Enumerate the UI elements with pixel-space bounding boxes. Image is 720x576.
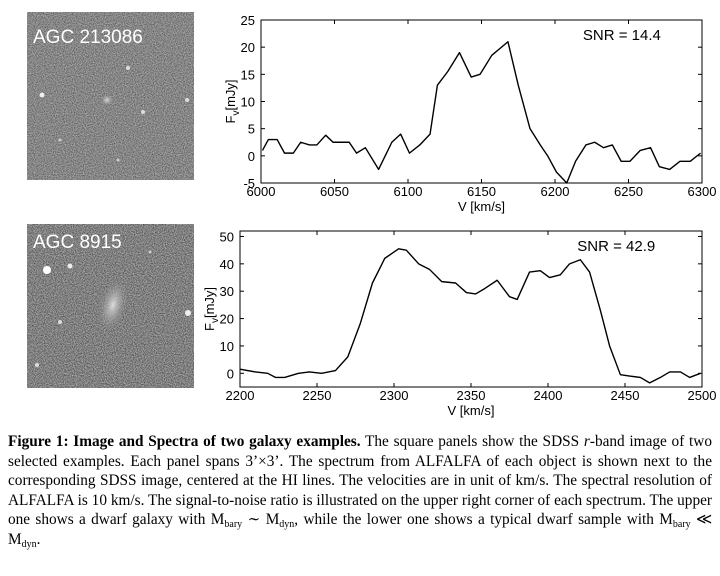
caption-title: Figure 1: Image and Spectra of two galax…	[8, 433, 361, 450]
x-tick-label: 2300	[380, 388, 409, 403]
x-axis-label: V [km/s]	[448, 403, 495, 418]
y-axis-label-part: v	[210, 318, 221, 323]
x-tick-label: 2350	[457, 388, 486, 403]
x-tick-label: 6200	[541, 184, 570, 199]
caption-text: r	[583, 433, 590, 450]
x-tick-label: 2250	[303, 388, 332, 403]
y-tick-label: 5	[248, 122, 255, 137]
x-tick-label: 2450	[611, 388, 640, 403]
caption-text: , while the lower one shows a typical dw…	[294, 511, 660, 528]
y-tick-label: -5	[243, 176, 255, 191]
y-axis-label-part: [mJy]	[223, 79, 238, 110]
x-tick-label: 6150	[467, 184, 496, 199]
spectrum-line	[239, 248, 701, 384]
caption-text: ∼	[242, 511, 266, 528]
y-axis-label-part: F	[223, 116, 238, 124]
figure: AGC 213086 AGC 8915 6000 6050 6100 6150 6200…	[27, 12, 717, 418]
y-tick-label: 10	[220, 339, 234, 354]
y-tick-label: 15	[241, 67, 255, 82]
x-tick-label: 6050	[320, 184, 349, 199]
galaxy-image: AGC 8915	[27, 224, 194, 388]
y-axis-label-part: [mJy]	[202, 287, 217, 318]
image-label: AGC 213086	[33, 27, 143, 48]
spectrum-line	[261, 41, 701, 184]
caption-text: The square panels show the SDSS	[360, 433, 584, 450]
caption-text: M	[8, 530, 22, 548]
y-tick-label: 20	[220, 312, 234, 327]
x-tick-label: 6300	[688, 184, 717, 199]
y-tick-label: 10	[241, 95, 255, 110]
caption-text: M	[659, 511, 673, 528]
caption-text: M	[210, 511, 225, 528]
x-tick-label: 6000	[247, 184, 276, 199]
x-axis-label: V [km/s]	[458, 199, 505, 214]
x-tick-label: 2200	[226, 388, 255, 403]
x-tick-label: 2500	[688, 388, 717, 403]
y-axis-label-part: F	[202, 323, 217, 331]
y-tick-label: 40	[220, 257, 234, 272]
y-tick-label: 30	[220, 284, 234, 299]
snr-annotation: SNR = 14.4	[583, 27, 661, 44]
y-axis-label-part: v	[231, 111, 242, 116]
caption-subscript: bary	[224, 519, 243, 530]
caption-text: -band image of two selected examples. Ea…	[8, 433, 712, 528]
figure-caption: Figure 1: Image and Spectra of two galax…	[8, 432, 712, 549]
x-tick-label: 6250	[614, 184, 643, 199]
plot-frame	[260, 19, 703, 184]
galaxy-image: AGC 213086	[27, 12, 194, 180]
snr-annotation: SNR = 42.9	[577, 238, 655, 255]
y-tick-label: 25	[241, 13, 255, 28]
caption-text: M	[265, 511, 280, 528]
y-tick-label: 20	[241, 40, 255, 55]
y-tick-label: 50	[220, 229, 234, 244]
caption-subscript: bary	[672, 519, 691, 530]
y-axis-label: Fv[mJy]	[202, 287, 221, 331]
image-label: AGC 8915	[33, 232, 122, 253]
y-tick-label: 0	[248, 149, 255, 164]
caption-text: .	[36, 530, 41, 548]
y-tick-label: 0	[227, 366, 234, 381]
x-tick-label: 6100	[394, 184, 423, 199]
caption-subscript: dyn	[279, 519, 295, 530]
caption-subscript: dyn	[21, 538, 37, 550]
y-axis-label: Fv[mJy]	[223, 79, 242, 123]
x-tick-label: 2400	[534, 388, 563, 403]
caption-text: ≪	[690, 511, 713, 528]
